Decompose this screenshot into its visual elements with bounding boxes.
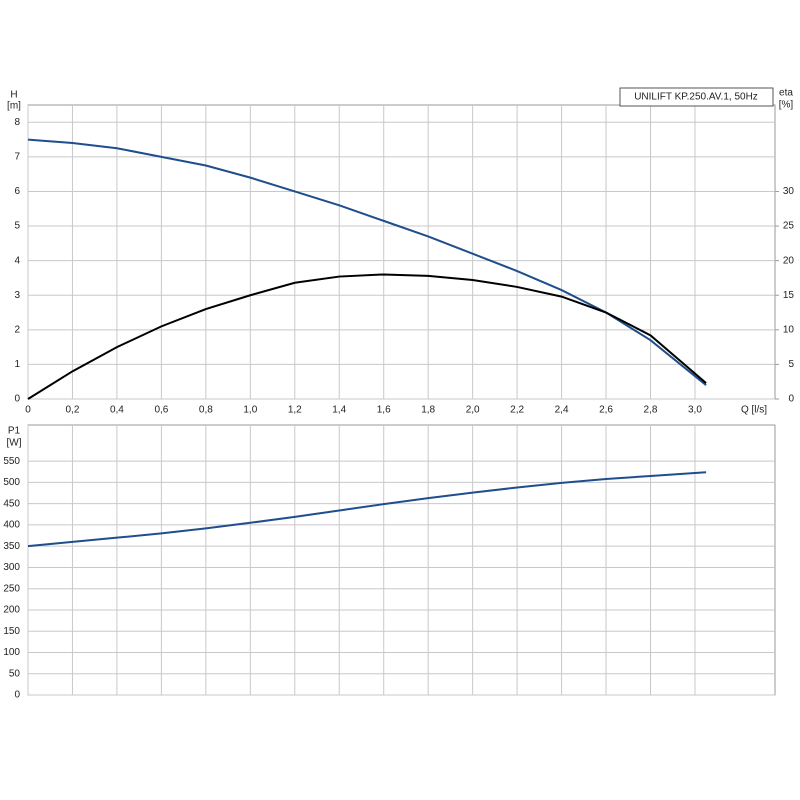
x-tick-label: 2,4 [555,405,569,416]
y-tick-label: 4 [14,255,20,266]
series-line [27,273,707,400]
x-tick-label: 1,2 [288,405,302,416]
y-tick-label: 1 [14,359,20,370]
y-unit: [m] [7,101,21,112]
x-tick-label: 0,8 [199,405,213,416]
y2-label: eta [779,88,793,99]
x-label: Q [l/s] [741,405,767,416]
y-tick-label: 500 [3,477,20,488]
y-tick-label: 350 [3,541,20,552]
y-tick-label: 6 [14,186,20,197]
x-tick-label: 2,6 [599,405,613,416]
x-tick-label: 0,2 [66,405,80,416]
y-tick-label: 300 [3,562,20,573]
y-tick-label: 400 [3,520,20,531]
x-tick-label: 2,0 [466,405,480,416]
y2-unit: [%] [779,100,794,111]
y-label: P1 [8,426,21,437]
y-tick-label: 250 [3,583,20,594]
plot-frame [27,424,776,696]
x-tick-label: 1,6 [377,405,391,416]
y2-tick-label: 25 [783,221,795,232]
x-tick-label: 1,8 [421,405,435,416]
y-tick-label: 200 [3,605,20,616]
y-tick-label: 100 [3,647,20,658]
x-tick-label: 0,6 [154,405,168,416]
y-tick-label: 5 [14,221,20,232]
y-unit: [W] [7,438,22,449]
y2-tick-label: 30 [783,186,795,197]
x-tick-label: 2,8 [644,405,658,416]
plot-frame [27,104,776,400]
y2-tick-label: 20 [783,255,795,266]
y-tick-label: 550 [3,456,20,467]
y-tick-label: 50 [9,668,21,679]
y-tick-label: 8 [14,117,20,128]
y-tick-label: 2 [14,324,20,335]
y-tick-label: 0 [14,394,20,405]
series-line [27,138,707,386]
title-box [619,87,774,107]
x-tick-label: 1,4 [332,405,346,416]
y-tick-label: 0 [14,690,20,701]
y2-tick-label: 10 [783,324,795,335]
y2-tick-label: 15 [783,290,795,301]
x-tick-label: 3,0 [688,405,702,416]
chart-title: UNILIFT KP.250.AV.1, 50Hz [634,92,758,103]
y2-tick-label: 0 [788,394,794,405]
y-tick-label: 150 [3,626,20,637]
x-tick-label: 0 [25,405,31,416]
y2-tick-label: 5 [788,359,794,370]
y-tick-label: 450 [3,498,20,509]
x-tick-label: 0,4 [110,405,124,416]
series-line [27,471,707,548]
y-tick-label: 3 [14,290,20,301]
x-tick-label: 2,2 [510,405,524,416]
y-label: H [10,90,17,101]
y-tick-label: 7 [14,152,20,163]
x-tick-label: 1,0 [243,405,257,416]
